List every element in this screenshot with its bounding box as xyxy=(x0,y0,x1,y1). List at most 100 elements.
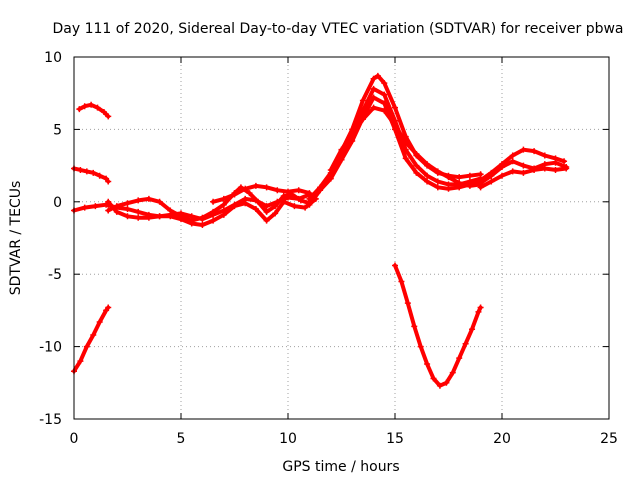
data-point xyxy=(436,382,443,389)
data-point xyxy=(220,201,227,208)
data-point xyxy=(272,203,279,210)
data-point xyxy=(280,198,287,205)
data-point xyxy=(531,148,538,155)
data-point xyxy=(306,201,313,208)
data-point xyxy=(105,207,112,214)
series-arc-11 xyxy=(392,262,484,389)
data-point xyxy=(96,318,103,325)
data-point xyxy=(156,213,163,220)
data-point xyxy=(210,198,217,205)
data-point xyxy=(404,300,411,307)
data-point xyxy=(413,169,420,176)
data-point xyxy=(306,190,313,197)
data-point xyxy=(462,340,469,347)
data-points xyxy=(71,72,570,389)
data-point xyxy=(402,155,409,162)
data-point xyxy=(231,191,238,198)
data-point xyxy=(469,326,476,333)
series-trace xyxy=(211,183,312,204)
data-point xyxy=(520,146,527,153)
y-axis-label: SDTVAR / TECUs xyxy=(8,181,24,296)
data-point xyxy=(124,213,131,220)
data-point xyxy=(370,94,377,101)
data-point xyxy=(552,166,559,173)
data-point xyxy=(113,203,120,210)
series-arc-15 xyxy=(71,304,112,375)
data-point xyxy=(381,80,388,87)
y-tick-label: -5 xyxy=(48,267,62,283)
y-tick-label: -10 xyxy=(39,340,62,356)
data-point xyxy=(424,161,431,168)
data-point xyxy=(124,206,131,213)
data-point xyxy=(105,113,112,120)
data-point xyxy=(349,130,356,137)
data-point xyxy=(291,203,298,210)
data-point xyxy=(424,178,431,185)
data-point xyxy=(541,165,548,172)
data-point xyxy=(220,195,227,202)
data-point xyxy=(90,332,97,339)
data-point xyxy=(531,166,538,173)
data-point xyxy=(317,187,324,194)
data-point xyxy=(561,158,568,165)
data-point xyxy=(263,184,270,191)
plot-frame xyxy=(73,56,610,420)
series-arc-1 xyxy=(76,101,112,120)
data-point xyxy=(488,178,495,185)
series-arc-2 xyxy=(71,165,112,185)
data-point xyxy=(135,208,142,215)
data-point xyxy=(392,122,398,129)
data-point xyxy=(105,178,112,185)
data-point xyxy=(520,162,527,169)
y-tick-label: 5 xyxy=(53,122,62,138)
data-point xyxy=(359,97,366,104)
data-point xyxy=(199,221,206,228)
data-point xyxy=(263,208,270,215)
data-point xyxy=(81,204,88,211)
series-arc-14 xyxy=(477,165,570,191)
data-point xyxy=(349,137,356,144)
data-point xyxy=(210,217,217,224)
data-point xyxy=(499,164,505,171)
series-trace xyxy=(467,147,567,187)
data-point xyxy=(338,156,345,163)
data-point xyxy=(124,200,131,207)
data-point xyxy=(398,278,405,285)
data-point xyxy=(280,193,287,200)
data-point xyxy=(135,197,142,204)
data-point xyxy=(381,100,388,107)
data-point xyxy=(105,304,112,311)
data-point xyxy=(509,168,516,175)
data-point xyxy=(252,206,259,213)
data-point xyxy=(327,166,334,173)
data-point xyxy=(445,185,452,192)
data-point xyxy=(77,166,84,173)
data-point xyxy=(88,101,95,108)
data-point xyxy=(252,182,259,189)
data-point xyxy=(83,343,90,350)
grid-lines xyxy=(74,57,609,419)
data-point xyxy=(411,323,418,330)
data-point xyxy=(285,188,291,195)
series-arc-5 xyxy=(105,195,319,228)
data-point xyxy=(96,172,103,179)
x-tick-label: 15 xyxy=(386,431,404,447)
x-tick-label: 0 xyxy=(70,431,79,447)
data-point xyxy=(105,198,112,205)
data-point xyxy=(392,262,398,269)
data-point xyxy=(92,203,99,210)
data-point xyxy=(424,172,431,179)
series-arc-6 xyxy=(210,182,313,205)
data-point xyxy=(272,210,279,217)
y-tick-label: 10 xyxy=(44,50,62,66)
data-point xyxy=(77,358,84,365)
chart-title: Day 111 of 2020, Sidereal Day-to-day VTE… xyxy=(52,21,623,37)
data-point xyxy=(231,203,238,210)
data-point xyxy=(417,343,424,350)
data-point xyxy=(475,308,482,315)
data-point xyxy=(145,195,152,202)
data-point xyxy=(443,379,450,386)
data-point xyxy=(477,184,484,191)
y-tick-label: 0 xyxy=(53,195,62,211)
data-point xyxy=(100,109,107,116)
